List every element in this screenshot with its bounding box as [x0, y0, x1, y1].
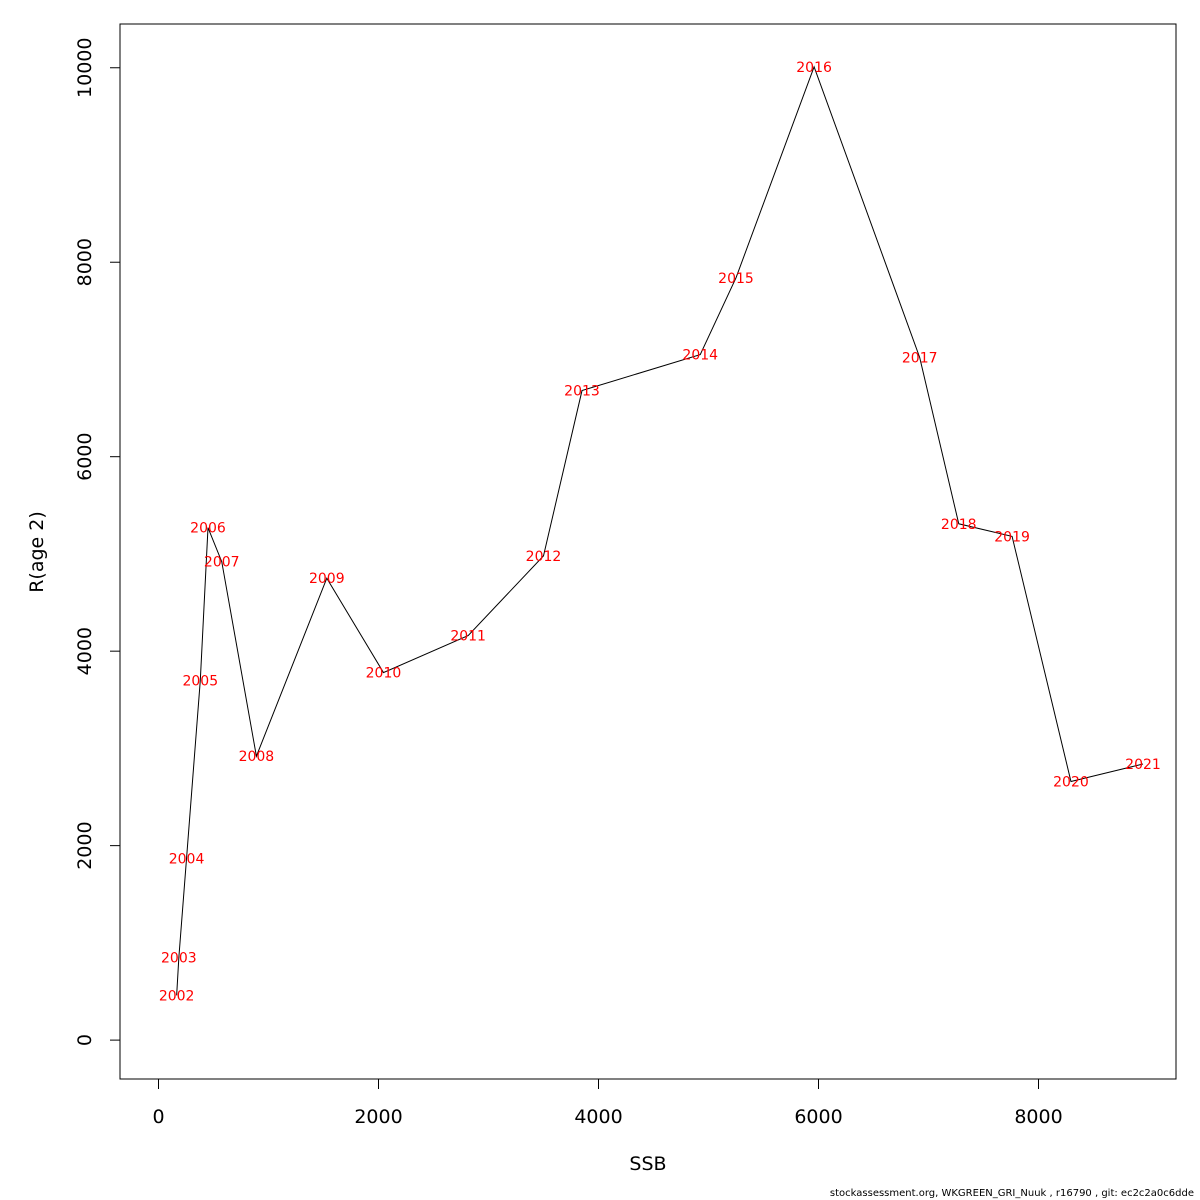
- plot-frame: [119, 23, 1177, 1080]
- point-label: 2002: [159, 988, 195, 1004]
- y-axis: 0 2000 4000 6000 8000 10000: [74, 38, 121, 1046]
- x-tick-label: 2000: [354, 1106, 402, 1128]
- footer-note: stockassessment.org, WKGREEN_GRI_Nuuk , …: [829, 1188, 1194, 1199]
- y-tick-label: 0: [74, 1034, 96, 1046]
- point-label: 2017: [902, 351, 938, 367]
- series-group: [176, 65, 1144, 996]
- point-label: 2006: [190, 521, 226, 537]
- point-label: 2021: [1125, 757, 1161, 773]
- point-label: 2015: [718, 271, 754, 287]
- point-label: 2009: [309, 571, 345, 587]
- x-tick-label: 0: [152, 1106, 164, 1128]
- point-label: 2020: [1053, 774, 1089, 790]
- point-label: 2004: [169, 851, 205, 867]
- x-tick-label: 8000: [1014, 1106, 1062, 1128]
- x-tick-label: 6000: [794, 1106, 842, 1128]
- point-label: 2013: [564, 384, 600, 400]
- y-tick-label: 2000: [74, 821, 96, 869]
- y-tick-label: 8000: [74, 238, 96, 286]
- point-label: 2008: [239, 749, 275, 765]
- y-tick-label: 4000: [74, 627, 96, 675]
- point-label: 2019: [994, 529, 1030, 545]
- series-line: [176, 65, 1144, 996]
- point-label: 2012: [526, 549, 562, 565]
- point-label: 2016: [796, 60, 832, 76]
- point-label: 2010: [366, 666, 402, 682]
- y-tick-label: 10000: [74, 38, 96, 98]
- point-label: 2007: [204, 555, 240, 571]
- point-label: 2003: [161, 950, 197, 966]
- y-tick-label: 6000: [74, 433, 96, 481]
- y-axis-label: R(age 2): [26, 511, 48, 593]
- point-label: 2005: [182, 673, 218, 689]
- point-labels: 2002 2003 2004 2005 2006 2007 2008 2009 2010 2011…: [159, 60, 1161, 1005]
- x-axis-label: SSB: [629, 1153, 666, 1175]
- x-axis: 0 2000 4000 6000 8000: [152, 1078, 1063, 1128]
- point-label: 2018: [941, 517, 977, 533]
- point-label: 2011: [450, 629, 486, 645]
- point-label: 2014: [682, 348, 718, 364]
- x-tick-label: 4000: [574, 1106, 622, 1128]
